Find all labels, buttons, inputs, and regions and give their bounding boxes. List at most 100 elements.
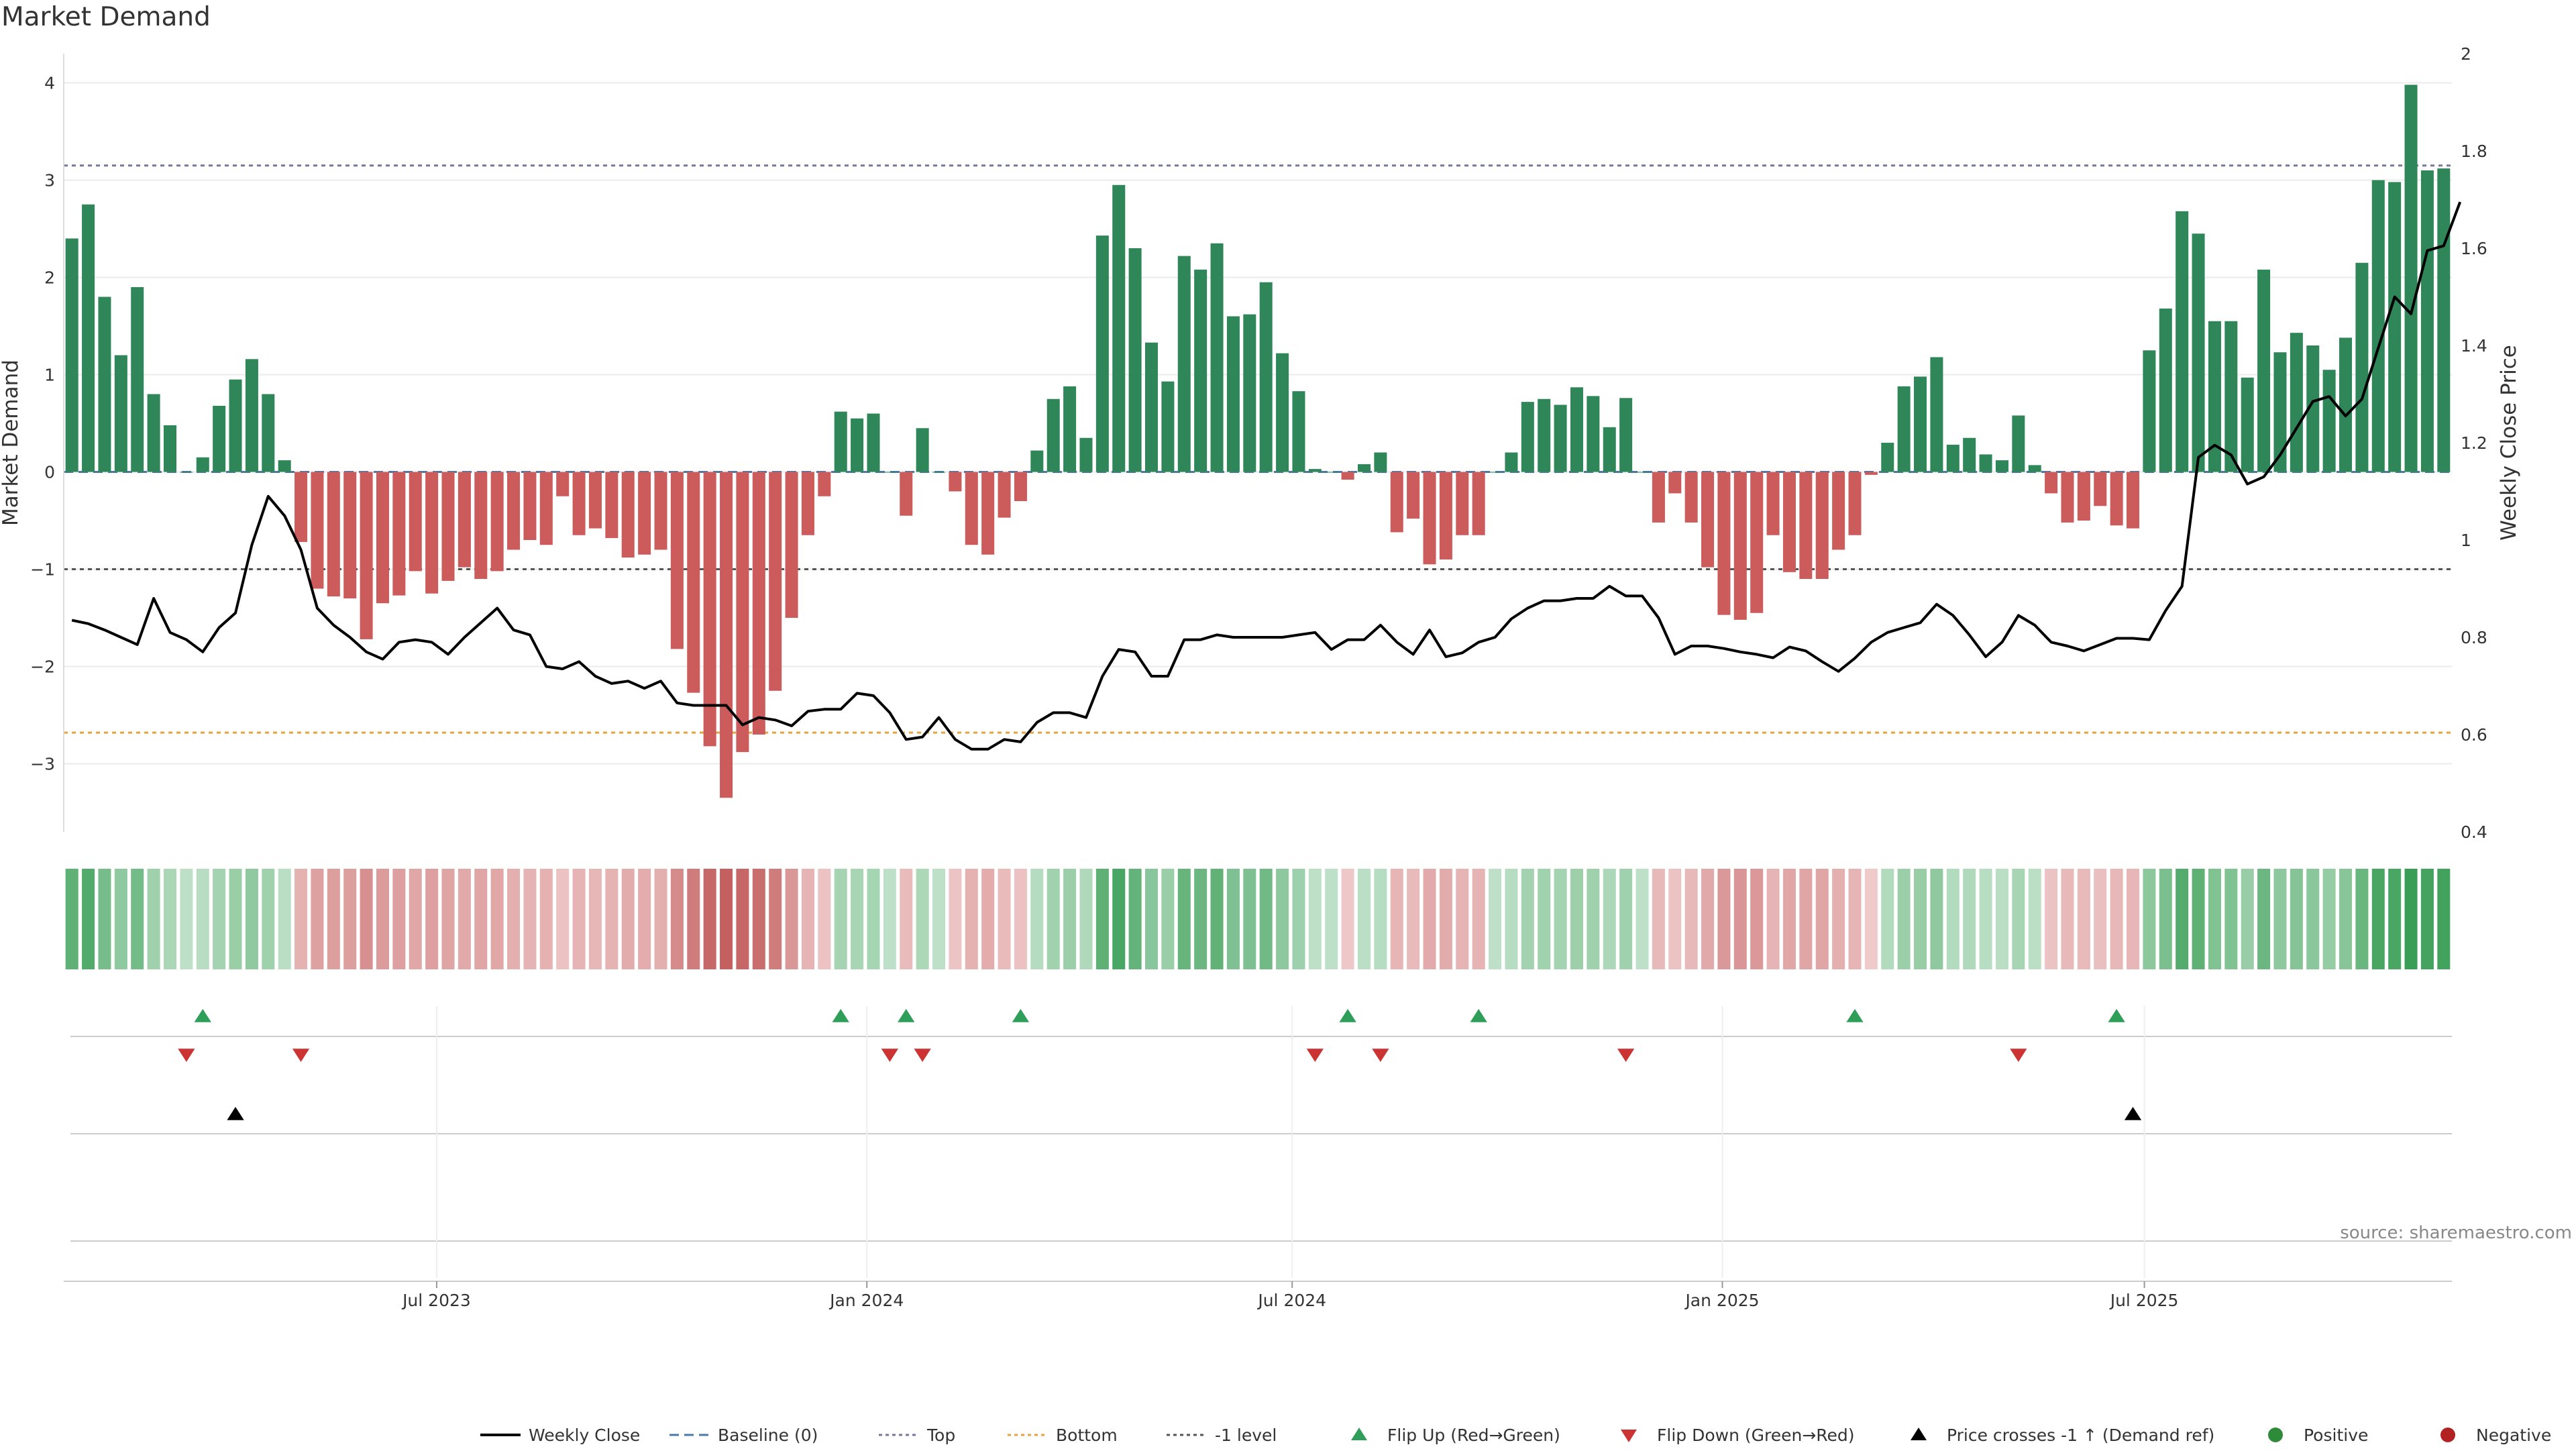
demand-bar — [965, 472, 978, 545]
strip-cell — [932, 869, 946, 969]
demand-bar — [1439, 472, 1452, 559]
strip-cell — [474, 869, 488, 969]
demand-bar — [1963, 437, 1976, 472]
demand-bar — [687, 472, 700, 693]
strip-cell — [1226, 869, 1240, 969]
strip-cell — [1390, 869, 1403, 969]
strip-cell — [1864, 869, 1878, 969]
legend: Weekly Close Baseline (0) Top Bottom -1 leve… — [480, 1426, 2551, 1445]
demand-bar — [867, 413, 880, 472]
demand-bar — [883, 472, 896, 473]
legend-label: -1 level — [1215, 1426, 1277, 1445]
legend-swatch — [1621, 1430, 1637, 1442]
strip-cell — [2110, 869, 2123, 969]
x-tick-label: Jul 2023 — [401, 1291, 471, 1310]
strip-cell — [2437, 869, 2451, 969]
flip-down-marker — [178, 1049, 195, 1062]
strip-cell — [98, 869, 111, 969]
strip-cell — [343, 869, 357, 969]
strip-cell — [834, 869, 847, 969]
demand-bar — [2143, 350, 2156, 472]
strip-cell — [801, 869, 814, 969]
demand-bar — [670, 472, 684, 649]
demand-bar — [458, 472, 471, 568]
legend-label: Baseline (0) — [718, 1426, 818, 1445]
demand-bar — [720, 472, 733, 798]
demand-bar — [801, 472, 814, 535]
y-tick-label: −3 — [30, 755, 55, 774]
demand-bar — [1259, 282, 1273, 472]
x-axis: Jul 2023 Jan 2024 Jul 2024 Jan 2025 Jul 2025 — [401, 1006, 2178, 1310]
demand-bar — [1095, 235, 1109, 472]
legend-swatch — [2440, 1428, 2455, 1442]
demand-bar — [785, 472, 798, 618]
demand-bar — [1210, 243, 1224, 472]
y-tick-label: 0 — [44, 463, 55, 482]
strip-cell — [2420, 869, 2434, 969]
strip-cell — [360, 869, 373, 969]
demand-bar — [1897, 386, 1911, 472]
demand-bar — [392, 472, 406, 596]
demand-bar — [900, 472, 913, 516]
strip-cell — [949, 869, 962, 969]
strip-cell — [998, 869, 1011, 969]
demand-bar — [1325, 472, 1338, 473]
strip-cell — [2388, 869, 2402, 969]
strip-cell — [245, 869, 258, 969]
legend-item-flip-up: Flip Up (Red→Green) — [1351, 1426, 1560, 1445]
strip-cell — [1423, 869, 1436, 969]
strip-cell — [82, 869, 95, 969]
demand-bar — [278, 460, 291, 472]
strip-cell — [1292, 869, 1305, 969]
legend-label: Positive — [2304, 1426, 2368, 1445]
demand-bar — [2339, 337, 2353, 472]
reference-lines — [64, 164, 2452, 734]
strip-cell — [818, 869, 831, 969]
strip-cell — [687, 869, 700, 969]
demand-bar — [2437, 168, 2451, 472]
strip-cell — [2224, 869, 2238, 969]
demand-bar — [262, 394, 275, 472]
strip-cell — [507, 869, 521, 969]
demand-bar — [2388, 182, 2402, 472]
strip-cell — [703, 869, 716, 969]
strip-cell — [2339, 869, 2353, 969]
demand-color-strip — [65, 869, 2451, 969]
strip-cell — [1995, 869, 2008, 969]
strip-cell — [1014, 869, 1027, 969]
demand-bar — [1782, 472, 1796, 572]
left-y-axis: 4 3 2 1 0 −1 −2 −3 — [30, 54, 64, 832]
y2-tick-label: 1.4 — [2461, 336, 2487, 356]
strip-cell — [2241, 869, 2254, 969]
demand-bar — [180, 472, 193, 473]
strip-cell — [752, 869, 765, 969]
demand-bar — [1914, 376, 1927, 472]
demand-bar — [1079, 437, 1093, 472]
strip-cell — [1635, 869, 1649, 969]
y-axis-label: Market Demand — [0, 360, 23, 526]
flip-down-marker — [1617, 1049, 1635, 1062]
demand-bar — [376, 472, 389, 604]
demand-bar — [507, 472, 521, 550]
demand-bar — [343, 472, 357, 598]
strip-cell — [572, 869, 586, 969]
strip-cell — [1341, 869, 1354, 969]
demand-bar — [2192, 233, 2205, 472]
strip-cell — [1717, 869, 1731, 969]
strip-cell — [900, 869, 913, 969]
demand-bar — [654, 472, 667, 550]
demand-bar — [1717, 472, 1731, 615]
strip-cell — [2322, 869, 2336, 969]
x-tick-label: Jul 2024 — [1256, 1291, 1326, 1310]
demand-bar — [2094, 472, 2107, 506]
demand-bar — [818, 472, 831, 496]
legend-item-minus-one: -1 level — [1167, 1426, 1277, 1445]
strip-cell — [1799, 869, 1813, 969]
demand-bar — [229, 379, 242, 472]
legend-label: Negative — [2476, 1426, 2551, 1445]
demand-bar — [98, 297, 111, 472]
y2-tick-label: 0.6 — [2461, 725, 2487, 745]
demand-bar — [1341, 472, 1354, 480]
flip-up-marker — [1339, 1009, 1356, 1022]
strip-cell — [1881, 869, 1894, 969]
